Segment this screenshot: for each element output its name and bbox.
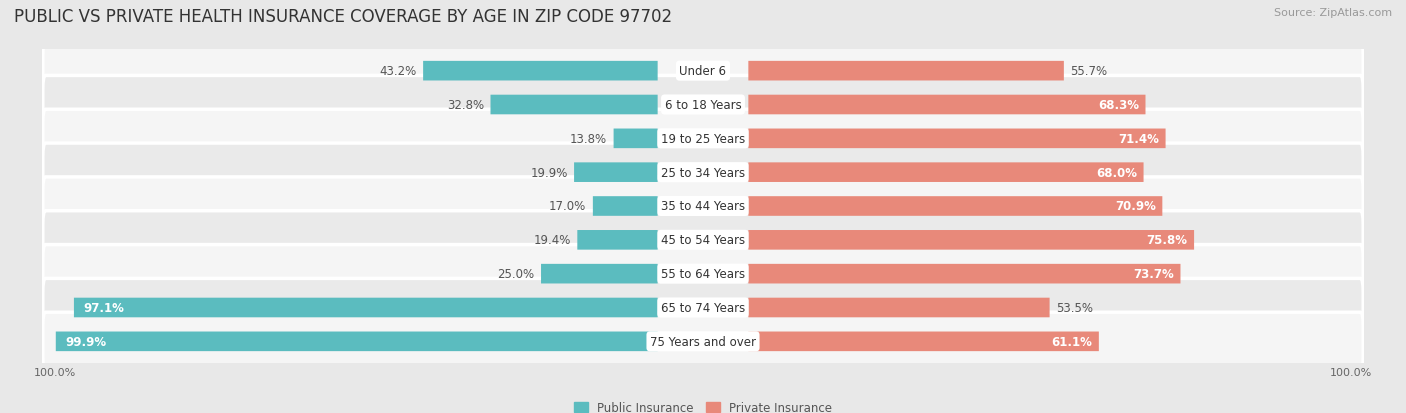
Text: 19 to 25 Years: 19 to 25 Years <box>661 133 745 145</box>
FancyBboxPatch shape <box>42 211 1364 269</box>
FancyBboxPatch shape <box>75 298 658 318</box>
Text: 68.0%: 68.0% <box>1097 166 1137 179</box>
FancyBboxPatch shape <box>42 279 1364 337</box>
FancyBboxPatch shape <box>748 197 1163 216</box>
FancyBboxPatch shape <box>42 245 1364 303</box>
Text: PUBLIC VS PRIVATE HEALTH INSURANCE COVERAGE BY AGE IN ZIP CODE 97702: PUBLIC VS PRIVATE HEALTH INSURANCE COVER… <box>14 8 672 26</box>
Text: 25 to 34 Years: 25 to 34 Years <box>661 166 745 179</box>
FancyBboxPatch shape <box>593 197 658 216</box>
Text: Under 6: Under 6 <box>679 65 727 78</box>
Text: 13.8%: 13.8% <box>569 133 607 145</box>
FancyBboxPatch shape <box>748 298 1050 318</box>
Legend: Public Insurance, Private Insurance: Public Insurance, Private Insurance <box>574 401 832 413</box>
Text: 68.3%: 68.3% <box>1098 99 1139 112</box>
FancyBboxPatch shape <box>42 144 1364 202</box>
FancyBboxPatch shape <box>42 313 1364 370</box>
Text: 65 to 74 Years: 65 to 74 Years <box>661 301 745 314</box>
FancyBboxPatch shape <box>423 62 658 81</box>
FancyBboxPatch shape <box>578 230 658 250</box>
Text: 35 to 44 Years: 35 to 44 Years <box>661 200 745 213</box>
Text: 19.9%: 19.9% <box>530 166 568 179</box>
Text: 32.8%: 32.8% <box>447 99 484 112</box>
FancyBboxPatch shape <box>491 95 658 115</box>
FancyBboxPatch shape <box>748 62 1064 81</box>
Text: 99.9%: 99.9% <box>66 335 107 348</box>
FancyBboxPatch shape <box>42 76 1364 134</box>
Text: 55 to 64 Years: 55 to 64 Years <box>661 268 745 280</box>
FancyBboxPatch shape <box>748 95 1146 115</box>
FancyBboxPatch shape <box>748 129 1166 149</box>
Text: 55.7%: 55.7% <box>1070 65 1108 78</box>
FancyBboxPatch shape <box>42 43 1364 100</box>
Text: 17.0%: 17.0% <box>550 200 586 213</box>
FancyBboxPatch shape <box>56 332 658 351</box>
Text: 73.7%: 73.7% <box>1133 268 1174 280</box>
FancyBboxPatch shape <box>541 264 658 284</box>
Text: 71.4%: 71.4% <box>1118 133 1159 145</box>
Text: Source: ZipAtlas.com: Source: ZipAtlas.com <box>1274 8 1392 18</box>
FancyBboxPatch shape <box>748 332 1099 351</box>
Text: 75 Years and over: 75 Years and over <box>650 335 756 348</box>
Text: 6 to 18 Years: 6 to 18 Years <box>665 99 741 112</box>
Text: 53.5%: 53.5% <box>1056 301 1092 314</box>
Text: 70.9%: 70.9% <box>1115 200 1156 213</box>
Text: 75.8%: 75.8% <box>1147 234 1188 247</box>
Text: 25.0%: 25.0% <box>498 268 534 280</box>
FancyBboxPatch shape <box>748 163 1143 183</box>
Text: 61.1%: 61.1% <box>1052 335 1092 348</box>
FancyBboxPatch shape <box>748 230 1194 250</box>
FancyBboxPatch shape <box>574 163 658 183</box>
FancyBboxPatch shape <box>42 110 1364 168</box>
Text: 97.1%: 97.1% <box>83 301 125 314</box>
Text: 45 to 54 Years: 45 to 54 Years <box>661 234 745 247</box>
Text: 43.2%: 43.2% <box>380 65 416 78</box>
FancyBboxPatch shape <box>42 178 1364 235</box>
FancyBboxPatch shape <box>748 264 1181 284</box>
FancyBboxPatch shape <box>613 129 658 149</box>
Text: 19.4%: 19.4% <box>533 234 571 247</box>
